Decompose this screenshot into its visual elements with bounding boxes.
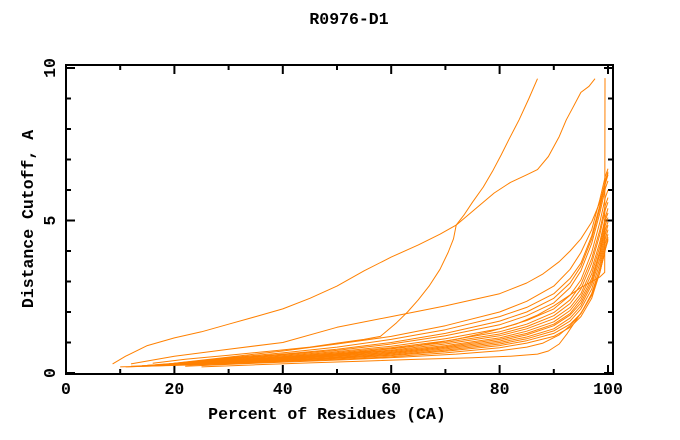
model-curve [130, 229, 609, 367]
model-curve [168, 174, 609, 365]
model-curve [152, 78, 538, 364]
model-curve [201, 237, 609, 368]
y-tick-label: 5 [41, 215, 60, 225]
model-curve [147, 208, 609, 366]
model-curve [168, 171, 609, 365]
x-axis-label: Percent of Residues (CA) [208, 405, 446, 424]
y-tick-labels: 0 5 10 [41, 58, 60, 378]
x-tick-label: 80 [490, 380, 510, 399]
x-tick-label: 0 [61, 380, 71, 399]
model-curve [152, 197, 609, 366]
model-curve [147, 212, 609, 367]
x-tick-labels: 0 20 40 60 80 100 [61, 380, 623, 399]
y-tick-label: 10 [41, 58, 60, 78]
y-axis-label: Distance Cutoff, A [19, 130, 38, 308]
x-tick-label: 20 [164, 380, 184, 399]
model-curve [141, 221, 609, 367]
model-curve [141, 217, 609, 367]
model-curve [130, 173, 609, 365]
model-curve [174, 168, 609, 364]
x-tick-label: 100 [593, 380, 623, 399]
model-curve [158, 189, 609, 365]
model-curves [112, 78, 609, 368]
model-curve [152, 202, 609, 366]
y-tick-label: 0 [41, 368, 60, 378]
chart-title: R0976-D1 [309, 10, 388, 29]
model-curve [125, 234, 609, 368]
model-curve [163, 180, 609, 365]
axis-ticks [65, 65, 613, 374]
model-curve [112, 78, 596, 365]
x-tick-label: 40 [273, 380, 293, 399]
x-tick-label: 60 [381, 380, 401, 399]
